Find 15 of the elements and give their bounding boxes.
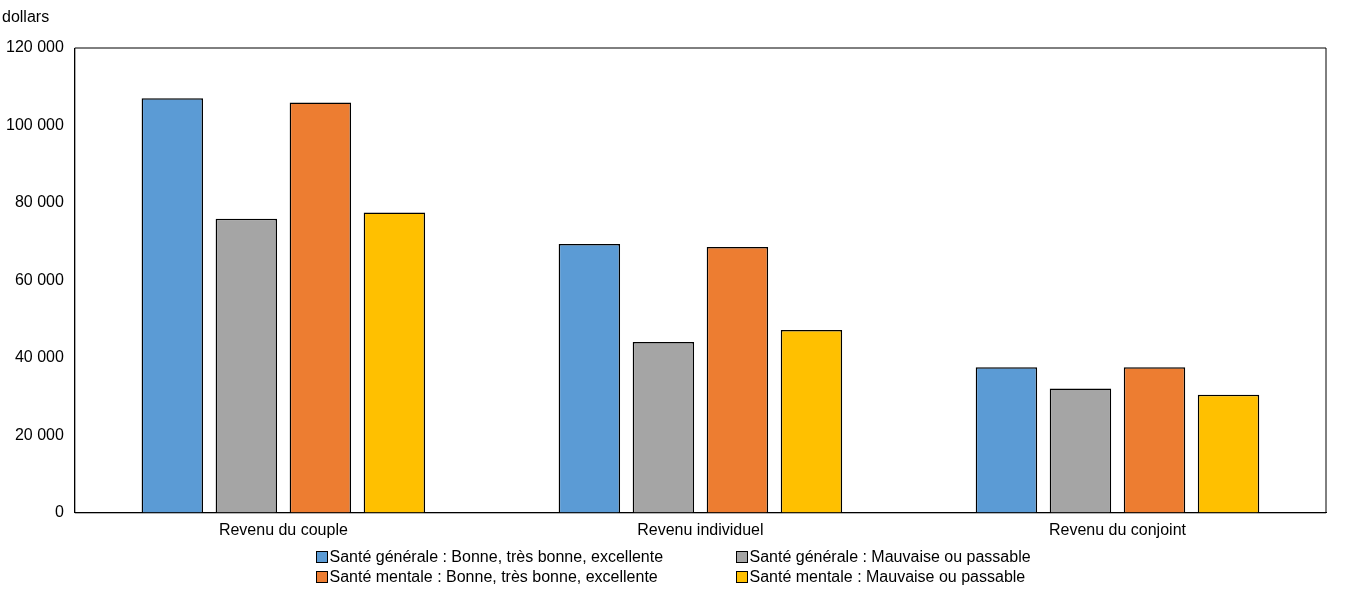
- x-tick-label: Revenu individuel: [637, 520, 764, 538]
- legend-label: Santé générale : Bonne, très bonne, excellente: [329, 548, 664, 566]
- y-tick-label: 20 000: [14, 425, 64, 443]
- y-axis-title: dollars: [2, 8, 50, 26]
- y-tick-label: 40 000: [14, 348, 64, 366]
- x-tick-label: Revenu du conjoint: [1048, 520, 1187, 538]
- legend-label: Santé mentale : Mauvaise ou passable: [749, 568, 1026, 586]
- y-tick-label: 100 000: [5, 115, 64, 133]
- y-tick-label: 0: [54, 503, 64, 521]
- y-tick-label: 80 000: [14, 193, 64, 211]
- legend-label: Santé mentale : Bonne, très bonne, excellente: [329, 568, 658, 586]
- y-tick-label: 60 000: [14, 270, 64, 288]
- legend-label: Santé générale : Mauvaise ou passable: [749, 548, 1031, 566]
- x-tick-label: Revenu du couple: [218, 520, 348, 538]
- y-tick-label: 120 000: [5, 38, 64, 56]
